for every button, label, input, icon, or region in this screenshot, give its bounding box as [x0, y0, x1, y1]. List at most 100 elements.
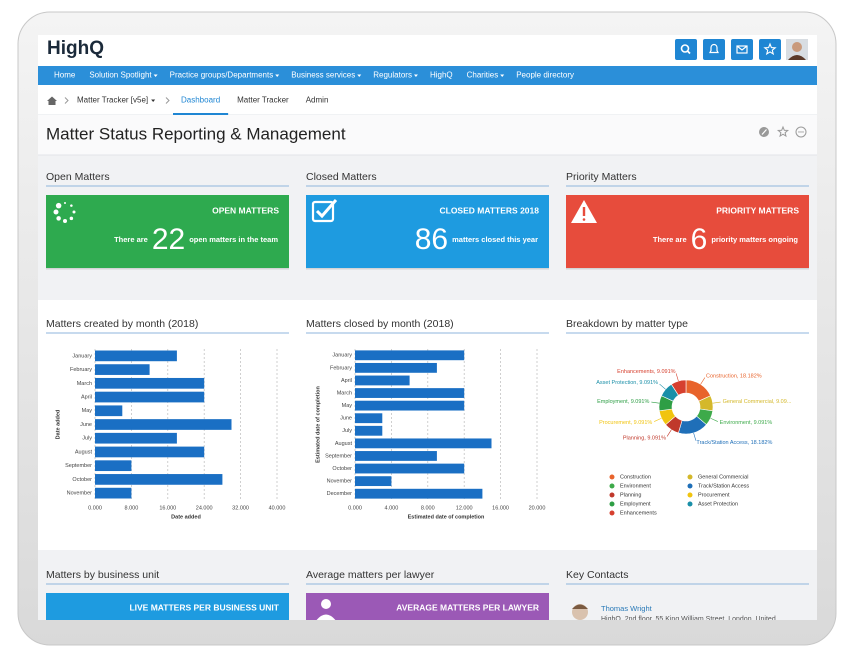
y-tick-label: February [70, 367, 92, 373]
nav-item[interactable]: Charities [467, 71, 499, 80]
slice-label: Environment, 9.091% [720, 420, 773, 426]
y-tick-label: June [80, 422, 92, 428]
favorites-button[interactable] [759, 39, 781, 60]
legend-label[interactable]: Planning [620, 492, 641, 498]
nav-item[interactable]: Practice groups/Departments [170, 71, 274, 80]
kpi-suffix: matters closed this year [452, 235, 538, 244]
section-title: Matters by business unit [46, 569, 159, 581]
bar [355, 400, 465, 411]
nav-item[interactable]: Regulators [373, 71, 412, 80]
y-tick-label: September [65, 463, 92, 469]
notifications-button[interactable] [703, 39, 725, 60]
avatar-face [792, 42, 802, 52]
home-icon[interactable] [47, 96, 57, 106]
x-tick-label: 32.000 [232, 505, 249, 511]
search-button[interactable] [675, 39, 697, 60]
section-title: Open Matters [46, 171, 110, 183]
legend-swatch [609, 510, 615, 516]
legend-swatch [609, 474, 615, 480]
banner-title: LIVE MATTERS PER BUSINESS UNIT [129, 602, 279, 612]
legend-swatch [687, 474, 693, 480]
search-icon [686, 50, 691, 55]
tab-active[interactable]: Dashboard [181, 96, 220, 105]
bar [355, 451, 437, 461]
dropdown-caret [275, 74, 280, 77]
x-tick-label: 20.000 [529, 505, 546, 511]
kpi-suffix: priority matters ongoing [711, 235, 798, 244]
legend-swatch [687, 483, 693, 489]
more-dot [800, 131, 802, 133]
legend-label[interactable]: Employment [620, 501, 651, 507]
spinner-icon [72, 210, 76, 214]
person-icon [321, 599, 331, 609]
y-tick-label: January [332, 353, 352, 359]
y-tick-label: August [75, 449, 93, 455]
more-button[interactable] [795, 126, 807, 138]
legend-label[interactable]: Track/Station Access [698, 483, 749, 489]
legend-label[interactable]: Asset Protection [698, 501, 738, 507]
slice-label: Planning, 9.091% [623, 436, 666, 442]
breadcrumb[interactable]: Matter Tracker [v5e] [77, 96, 148, 105]
spinner-icon [55, 202, 62, 209]
y-tick-label: July [342, 428, 352, 434]
kpi-shadow [306, 268, 549, 270]
header-bar [38, 35, 817, 66]
checkbox-icon [311, 200, 335, 223]
tab[interactable]: Matter Tracker [237, 96, 289, 105]
leader-line [659, 383, 666, 390]
legend-label[interactable]: General Commercial [698, 474, 748, 480]
leader-line [666, 429, 672, 437]
bar [95, 487, 132, 499]
nav-item[interactable]: People directory [516, 71, 574, 80]
slice-label: Procurement, 9.091% [599, 420, 652, 426]
y-tick-label: July [82, 436, 92, 442]
y-tick-label: May [82, 408, 93, 414]
nav-item[interactable]: HighQ [430, 71, 453, 80]
nav-item[interactable]: Solution Spotlight [89, 71, 152, 80]
spinner-icon [63, 219, 67, 223]
contact-avatar-hair [572, 604, 588, 609]
legend-label[interactable]: Procurement [698, 492, 730, 498]
favorite-button[interactable] [776, 125, 790, 138]
warning-icon [582, 218, 586, 221]
y-tick-label: October [72, 477, 92, 483]
kpi-suffix: open matters in the team [189, 235, 278, 244]
bar [355, 463, 465, 474]
tab[interactable]: Admin [306, 96, 329, 105]
kpi-shadow [566, 268, 809, 270]
breadcrumb-separator [165, 97, 170, 104]
y-tick-label: January [72, 353, 92, 359]
checkbox-icon [315, 199, 338, 219]
x-axis-label: Estimated date of completion [408, 514, 485, 520]
bar [95, 364, 150, 375]
x-tick-label: 16.000 [492, 505, 509, 511]
screen-content: HighQ Home Solution Spotlight Practice grou… [38, 35, 817, 620]
leader-line [654, 417, 662, 422]
banner [46, 593, 289, 620]
banner-title: AVERAGE MATTERS PER LAWYER [396, 602, 539, 612]
legend-label[interactable]: Enhancements [620, 510, 657, 516]
legend-swatch [609, 501, 615, 507]
donut-slice [670, 379, 687, 396]
leader-line [693, 432, 697, 441]
banner [306, 593, 549, 620]
bar [355, 362, 437, 373]
legend-label[interactable]: Environment [620, 483, 651, 489]
edit-icon [761, 129, 767, 135]
section-title: Matters closed by month (2018) [306, 318, 454, 330]
spinner-icon [70, 204, 73, 207]
nav-item[interactable]: Business services [291, 71, 355, 80]
bar [95, 405, 123, 417]
y-tick-label: May [342, 403, 353, 409]
contact-name[interactable]: Thomas Wright [601, 604, 653, 613]
section-title: Average matters per lawyer [306, 569, 435, 581]
dropdown-caret [413, 74, 418, 77]
bar [95, 474, 223, 485]
nav-item[interactable]: Home [54, 71, 76, 80]
title-bar [38, 115, 817, 155]
legend-label[interactable]: Construction [620, 474, 651, 480]
dropdown-caret [153, 74, 158, 77]
kpi-value: 86 [415, 223, 448, 256]
legend-swatch [687, 501, 693, 507]
bar [95, 446, 205, 458]
